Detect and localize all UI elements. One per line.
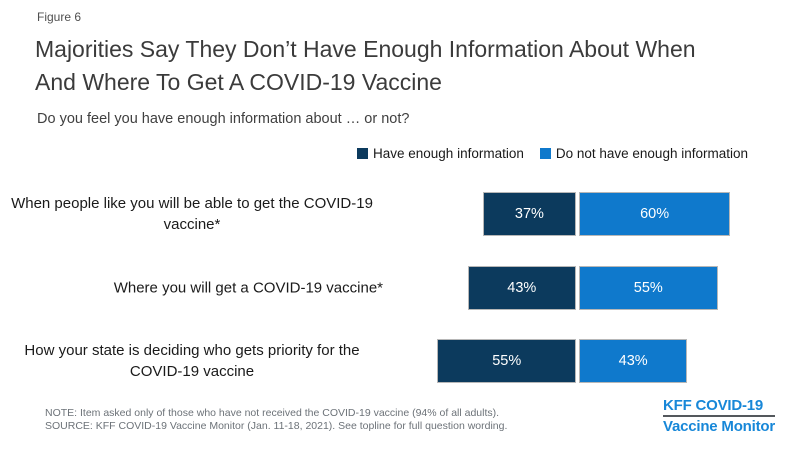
bar-value-label: 43% (618, 353, 648, 369)
page-title-line2: And Where To Get A COVID-19 Vaccine (35, 69, 442, 95)
chart-row: Where you will get a COVID-19 vaccine* 4… (0, 266, 800, 310)
figure-label: Figure 6 (37, 10, 82, 24)
page-title-line1: Majorities Say They Don’t Have Enough In… (35, 36, 696, 62)
bar-value-label: 37% (514, 206, 544, 222)
legend-swatch-blue-icon (539, 148, 551, 159)
logo-divider (662, 415, 775, 417)
category-label: How your state is deciding who gets prio… (24, 342, 360, 380)
legend-swatch-dark-icon (357, 148, 368, 159)
footnotes: NOTE: Item asked only of those who have … (45, 407, 507, 432)
source-line: SOURCE: KFF COVID-19 Vaccine Monitor (Ja… (45, 419, 508, 432)
note-line: NOTE: Item asked only of those who have … (45, 407, 500, 419)
legend-item-have-enough: Have enough information (357, 146, 524, 161)
bar-have-enough: 43% (467, 266, 576, 310)
logo-line2: Vaccine Monitor (662, 418, 775, 435)
kff-vaccine-monitor-logo: KFF COVID-19 Vaccine Monitor (662, 397, 775, 435)
question-subtitle: Do you feel you have enough information … (37, 111, 410, 127)
bar-value-label: 55% (633, 280, 663, 296)
bar-value-label: 60% (640, 206, 670, 222)
legend: Have enough information Do not have enou… (357, 146, 748, 161)
chart-row: How your state is deciding who gets prio… (0, 339, 800, 383)
legend-item-not-enough: Do not have enough information (539, 146, 748, 161)
bar-value-label: 55% (492, 353, 522, 369)
bar-have-enough: 55% (437, 339, 576, 383)
category-label: Where you will get a COVID-19 vaccine* (113, 279, 383, 297)
legend-label-have-enough: Have enough information (373, 146, 524, 161)
bar-not-enough: 55% (579, 266, 718, 310)
bar-value-label: 43% (507, 280, 537, 296)
category-label: When people like you will be able to get… (11, 195, 373, 233)
logo-line1: KFF COVID-19 (662, 397, 764, 414)
bar-not-enough: 60% (579, 192, 731, 236)
page-title: Majorities Say They Don’t Have Enough In… (35, 33, 696, 99)
bar-not-enough: 43% (579, 339, 688, 383)
chart-row: When people like you will be able to get… (0, 192, 800, 236)
bar-have-enough: 37% (482, 192, 576, 236)
legend-label-not-enough: Do not have enough information (555, 146, 748, 161)
